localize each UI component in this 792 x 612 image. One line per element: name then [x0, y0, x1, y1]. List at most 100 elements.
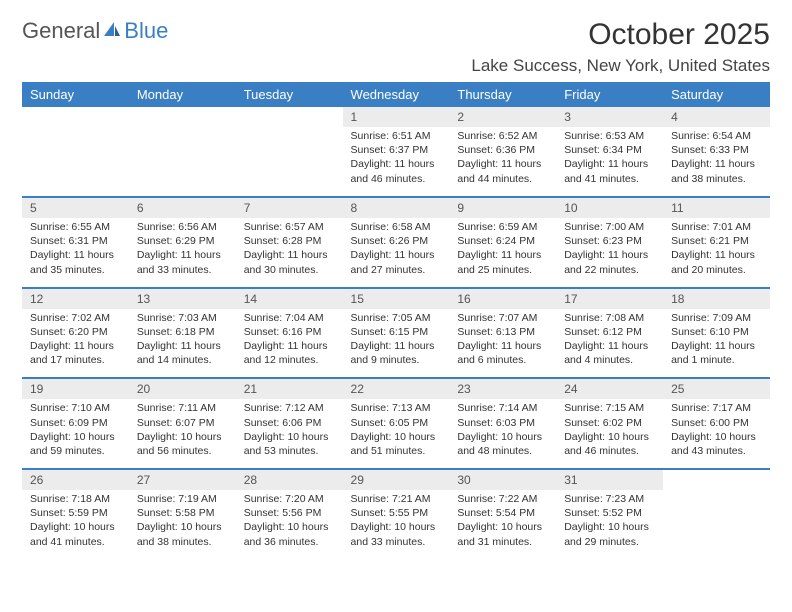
day-body: Sunrise: 7:18 AMSunset: 5:59 PMDaylight:… [22, 490, 129, 551]
sunset-line: Sunset: 6:10 PM [671, 325, 762, 339]
calendar-cell: 10Sunrise: 7:00 AMSunset: 6:23 PMDayligh… [556, 197, 663, 288]
daylight-line: Daylight: 10 hours and 56 minutes. [137, 430, 228, 458]
calendar-cell: 12Sunrise: 7:02 AMSunset: 6:20 PMDayligh… [22, 288, 129, 379]
sunset-line: Sunset: 6:12 PM [564, 325, 655, 339]
calendar-cell: 8Sunrise: 6:58 AMSunset: 6:26 PMDaylight… [343, 197, 450, 288]
day-body: Sunrise: 7:19 AMSunset: 5:58 PMDaylight:… [129, 490, 236, 551]
calendar-row: 5Sunrise: 6:55 AMSunset: 6:31 PMDaylight… [22, 197, 770, 288]
day-body: Sunrise: 6:58 AMSunset: 6:26 PMDaylight:… [343, 218, 450, 279]
weekday-header: Friday [556, 82, 663, 107]
sunset-line: Sunset: 6:26 PM [351, 234, 442, 248]
sunrise-line: Sunrise: 7:00 AM [564, 220, 655, 234]
sunset-line: Sunset: 6:18 PM [137, 325, 228, 339]
sunrise-line: Sunrise: 7:02 AM [30, 311, 121, 325]
sunset-line: Sunset: 5:59 PM [30, 506, 121, 520]
day-number: 9 [449, 198, 556, 218]
sunrise-line: Sunrise: 6:52 AM [457, 129, 548, 143]
sunrise-line: Sunrise: 7:18 AM [30, 492, 121, 506]
day-body: Sunrise: 7:02 AMSunset: 6:20 PMDaylight:… [22, 309, 129, 370]
day-body: Sunrise: 7:20 AMSunset: 5:56 PMDaylight:… [236, 490, 343, 551]
weekday-header-row: Sunday Monday Tuesday Wednesday Thursday… [22, 82, 770, 107]
day-number: 28 [236, 470, 343, 490]
calendar-cell: 6Sunrise: 6:56 AMSunset: 6:29 PMDaylight… [129, 197, 236, 288]
logo: General Blue [22, 18, 168, 44]
day-body: Sunrise: 6:59 AMSunset: 6:24 PMDaylight:… [449, 218, 556, 279]
daylight-line: Daylight: 10 hours and 29 minutes. [564, 520, 655, 548]
daylight-line: Daylight: 11 hours and 33 minutes. [137, 248, 228, 276]
location-subtitle: Lake Success, New York, United States [471, 56, 770, 76]
day-body: Sunrise: 7:15 AMSunset: 6:02 PMDaylight:… [556, 399, 663, 460]
sunrise-line: Sunrise: 7:22 AM [457, 492, 548, 506]
calendar-cell: 30Sunrise: 7:22 AMSunset: 5:54 PMDayligh… [449, 469, 556, 559]
day-number: 3 [556, 107, 663, 127]
day-body: Sunrise: 7:00 AMSunset: 6:23 PMDaylight:… [556, 218, 663, 279]
day-body: Sunrise: 6:53 AMSunset: 6:34 PMDaylight:… [556, 127, 663, 188]
sunrise-line: Sunrise: 7:05 AM [351, 311, 442, 325]
sunrise-line: Sunrise: 7:23 AM [564, 492, 655, 506]
calendar-cell: 11Sunrise: 7:01 AMSunset: 6:21 PMDayligh… [663, 197, 770, 288]
day-number: 21 [236, 379, 343, 399]
day-body: Sunrise: 7:13 AMSunset: 6:05 PMDaylight:… [343, 399, 450, 460]
sunrise-line: Sunrise: 7:03 AM [137, 311, 228, 325]
day-number: 11 [663, 198, 770, 218]
day-body: Sunrise: 7:04 AMSunset: 6:16 PMDaylight:… [236, 309, 343, 370]
sunset-line: Sunset: 5:52 PM [564, 506, 655, 520]
logo-text-1: General [22, 18, 100, 44]
weekday-header: Sunday [22, 82, 129, 107]
calendar-cell: 5Sunrise: 6:55 AMSunset: 6:31 PMDaylight… [22, 197, 129, 288]
sunset-line: Sunset: 6:02 PM [564, 416, 655, 430]
calendar-cell: 16Sunrise: 7:07 AMSunset: 6:13 PMDayligh… [449, 288, 556, 379]
day-number: 29 [343, 470, 450, 490]
sunrise-line: Sunrise: 7:11 AM [137, 401, 228, 415]
calendar-cell: 13 Sunrise: 7:03 AMSunset: 6:18 PMDayligh… [129, 288, 236, 379]
calendar-cell: 14Sunrise: 7:04 AMSunset: 6:16 PMDayligh… [236, 288, 343, 379]
day-number: 16 [449, 289, 556, 309]
sunrise-line: Sunrise: 7:20 AM [244, 492, 335, 506]
day-number: 10 [556, 198, 663, 218]
sunrise-line: Sunrise: 6:59 AM [457, 220, 548, 234]
sunrise-line: Sunrise: 7:17 AM [671, 401, 762, 415]
sunrise-line: Sunrise: 6:55 AM [30, 220, 121, 234]
daylight-line: Daylight: 11 hours and 20 minutes. [671, 248, 762, 276]
sunrise-line: Sunrise: 6:56 AM [137, 220, 228, 234]
sunset-line: Sunset: 5:58 PM [137, 506, 228, 520]
daylight-line: Daylight: 11 hours and 14 minutes. [137, 339, 228, 367]
day-number: 13 [129, 289, 236, 309]
day-number: 2 [449, 107, 556, 127]
day-number: 15 [343, 289, 450, 309]
sunrise-line: Sunrise: 7:15 AM [564, 401, 655, 415]
day-body: Sunrise: 6:57 AMSunset: 6:28 PMDaylight:… [236, 218, 343, 279]
sunset-line: Sunset: 6:33 PM [671, 143, 762, 157]
day-number: 19 [22, 379, 129, 399]
sunrise-line: Sunrise: 7:01 AM [671, 220, 762, 234]
sail-icon [102, 20, 122, 43]
daylight-line: Daylight: 11 hours and 30 minutes. [244, 248, 335, 276]
daylight-line: Daylight: 10 hours and 59 minutes. [30, 430, 121, 458]
sunset-line: Sunset: 5:56 PM [244, 506, 335, 520]
sunrise-line: Sunrise: 7:04 AM [244, 311, 335, 325]
calendar-cell: 21Sunrise: 7:12 AMSunset: 6:06 PMDayligh… [236, 378, 343, 469]
day-body: Sunrise: 7:07 AMSunset: 6:13 PMDaylight:… [449, 309, 556, 370]
sunrise-line: Sunrise: 6:53 AM [564, 129, 655, 143]
day-body: Sunrise: 7:10 AMSunset: 6:09 PMDaylight:… [22, 399, 129, 460]
sunset-line: Sunset: 6:07 PM [137, 416, 228, 430]
day-number: 17 [556, 289, 663, 309]
logo-text-2: Blue [124, 18, 168, 43]
day-number: 27 [129, 470, 236, 490]
daylight-line: Daylight: 11 hours and 12 minutes. [244, 339, 335, 367]
day-body: Sunrise: 6:52 AMSunset: 6:36 PMDaylight:… [449, 127, 556, 188]
day-number: 1 [343, 107, 450, 127]
day-body: Sunrise: 6:55 AMSunset: 6:31 PMDaylight:… [22, 218, 129, 279]
calendar-cell: 19Sunrise: 7:10 AMSunset: 6:09 PMDayligh… [22, 378, 129, 469]
header: General Blue October 2025 Lake Success, … [22, 18, 770, 76]
sunset-line: Sunset: 6:36 PM [457, 143, 548, 157]
daylight-line: Daylight: 11 hours and 1 minute. [671, 339, 762, 367]
day-number: 20 [129, 379, 236, 399]
weekday-header: Tuesday [236, 82, 343, 107]
day-number: 8 [343, 198, 450, 218]
daylight-line: Daylight: 11 hours and 41 minutes. [564, 157, 655, 185]
weekday-header: Wednesday [343, 82, 450, 107]
calendar-cell: 1Sunrise: 6:51 AMSunset: 6:37 PMDaylight… [343, 107, 450, 197]
sunset-line: Sunset: 6:23 PM [564, 234, 655, 248]
day-body: Sunrise: 6:54 AMSunset: 6:33 PMDaylight:… [663, 127, 770, 188]
